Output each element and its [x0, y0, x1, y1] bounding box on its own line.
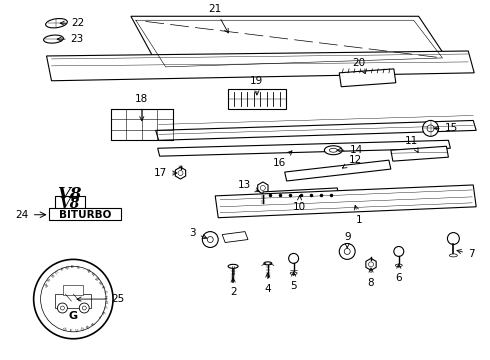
Circle shape — [79, 303, 89, 313]
Text: 25: 25 — [77, 294, 124, 304]
Ellipse shape — [44, 35, 63, 43]
Text: 9: 9 — [344, 231, 350, 248]
Text: 8: 8 — [368, 268, 374, 288]
Polygon shape — [47, 51, 474, 81]
Text: V: V — [74, 329, 78, 333]
Circle shape — [41, 266, 106, 332]
Text: G: G — [69, 311, 78, 321]
FancyBboxPatch shape — [49, 208, 122, 220]
Text: E: E — [71, 265, 73, 269]
Circle shape — [447, 233, 459, 244]
Polygon shape — [339, 69, 396, 87]
Text: D: D — [65, 266, 69, 270]
Circle shape — [422, 121, 439, 136]
Bar — [228, 89, 286, 109]
Text: 21: 21 — [209, 4, 228, 33]
Text: M: M — [42, 283, 47, 288]
Text: B: B — [87, 269, 91, 274]
Polygon shape — [263, 188, 338, 201]
Text: 4: 4 — [265, 273, 271, 294]
Text: S: S — [100, 284, 104, 288]
Text: 2: 2 — [230, 278, 236, 297]
Text: Z: Z — [98, 282, 103, 286]
Text: 14: 14 — [337, 145, 363, 155]
Text: 11: 11 — [405, 136, 418, 152]
Text: 15: 15 — [434, 123, 458, 134]
Circle shape — [57, 303, 68, 313]
Circle shape — [82, 306, 86, 310]
Ellipse shape — [324, 146, 342, 155]
Text: E: E — [69, 329, 72, 333]
Circle shape — [202, 231, 218, 247]
Circle shape — [60, 306, 64, 310]
Ellipse shape — [264, 262, 272, 265]
Text: C: C — [102, 305, 106, 309]
Text: O: O — [103, 300, 107, 304]
Text: 17: 17 — [154, 168, 177, 178]
Circle shape — [339, 243, 355, 260]
Text: L: L — [97, 315, 101, 319]
Text: E: E — [45, 278, 50, 283]
Polygon shape — [391, 146, 448, 161]
Text: E: E — [92, 272, 96, 277]
Text: 5: 5 — [290, 272, 297, 291]
Text: K: K — [100, 310, 104, 315]
Text: O: O — [79, 327, 84, 332]
Text: 1: 1 — [354, 206, 363, 225]
Polygon shape — [131, 16, 448, 71]
Circle shape — [37, 262, 110, 336]
Text: 7: 7 — [457, 249, 474, 260]
Text: 20: 20 — [352, 58, 366, 73]
Text: R: R — [49, 274, 54, 279]
Circle shape — [260, 185, 266, 190]
Circle shape — [34, 260, 113, 339]
Text: N: N — [95, 276, 100, 282]
Text: 24: 24 — [15, 210, 28, 220]
Ellipse shape — [329, 148, 337, 152]
Circle shape — [344, 248, 350, 255]
Text: 13: 13 — [237, 180, 259, 192]
Circle shape — [394, 247, 404, 256]
Polygon shape — [222, 231, 248, 243]
Text: 18: 18 — [135, 94, 148, 121]
Text: 19: 19 — [250, 76, 264, 95]
Polygon shape — [156, 121, 476, 140]
Ellipse shape — [395, 264, 402, 266]
Circle shape — [289, 253, 298, 264]
Text: V8: V8 — [57, 186, 82, 203]
Text: S: S — [76, 265, 80, 270]
FancyBboxPatch shape — [55, 294, 91, 308]
Text: BITURBO: BITURBO — [59, 210, 111, 220]
Text: H: H — [103, 294, 107, 298]
Text: 3: 3 — [189, 228, 207, 239]
Polygon shape — [285, 160, 391, 181]
Circle shape — [178, 171, 183, 176]
Text: 16: 16 — [273, 151, 292, 168]
Circle shape — [207, 237, 213, 243]
Ellipse shape — [228, 264, 238, 268]
Circle shape — [368, 262, 373, 267]
Text: 6: 6 — [395, 264, 402, 283]
FancyBboxPatch shape — [55, 196, 85, 211]
Text: D: D — [63, 327, 67, 332]
Text: 10: 10 — [293, 196, 306, 212]
Text: -: - — [82, 267, 85, 271]
Text: E: E — [59, 267, 63, 272]
Text: R: R — [85, 325, 89, 330]
Text: 22: 22 — [60, 18, 85, 28]
Circle shape — [427, 125, 434, 132]
Ellipse shape — [449, 254, 457, 257]
Text: 12: 12 — [343, 155, 362, 168]
Text: C: C — [102, 289, 106, 293]
Text: 23: 23 — [57, 34, 84, 44]
Polygon shape — [215, 185, 476, 218]
Bar — [111, 109, 172, 140]
Ellipse shape — [46, 19, 67, 28]
Ellipse shape — [290, 272, 297, 275]
Text: P: P — [89, 323, 94, 328]
FancyBboxPatch shape — [63, 285, 83, 295]
Text: V8: V8 — [59, 197, 79, 211]
Polygon shape — [158, 140, 450, 156]
Text: C: C — [53, 270, 58, 275]
